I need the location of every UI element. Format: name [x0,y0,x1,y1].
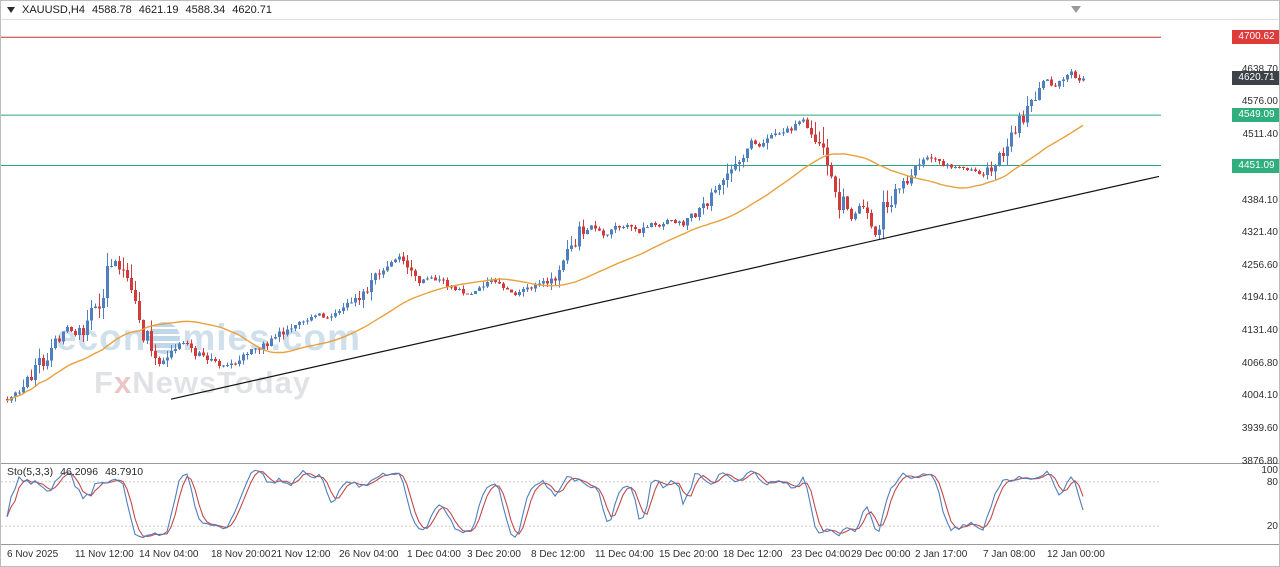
chart-shift-marker[interactable] [1071,6,1081,13]
header-separator [1,19,1279,20]
time-tick: 23 Dec 04:00 [791,549,851,560]
time-tick: 18 Dec 12:00 [723,549,783,560]
level-badge-support: 4451.09 [1232,158,1279,173]
stochastic-header: Sto(5,3,3) 46.2096 48.7910 [7,466,143,478]
time-tick: 11 Dec 04:00 [595,549,654,560]
price-tick: 4004.10 [1241,390,1278,401]
bar-close-value: 4620.71 [232,4,273,16]
time-tick: 29 Dec 00:00 [851,549,911,560]
time-tick: 2 Jan 17:00 [915,549,968,560]
chart-header: XAUUSD,H4 4588.78 4621.19 4588.34 4620.7… [7,4,272,16]
main-price-chart[interactable] [1,1,1161,463]
bar-high-value: 4621.19 [138,4,179,16]
stochastic-label: Sto(5,3,3) [7,466,54,478]
price-tick: 4321.40 [1241,226,1278,238]
trendline[interactable] [170,175,1160,400]
price-tick: 3876.80 [1241,455,1278,467]
price-tick: 3939.60 [1241,423,1278,435]
time-tick: 7 Jan 08:00 [983,549,1036,560]
price-tick: 4638.70 [1241,63,1278,75]
time-tick: 21 Nov 12:00 [271,549,331,560]
time-tick: 18 Nov 20:00 [211,549,271,560]
stoch-tick: 80 [1266,476,1278,488]
bar-low-value: 4588.34 [185,4,226,16]
price-tick: 4256.60 [1241,260,1278,272]
symbol-dropdown-icon[interactable] [7,7,15,13]
stoch-tick: 20 [1266,521,1278,533]
price-tick: 4066.80 [1241,357,1278,369]
candles-layer [6,69,1085,403]
time-axis-separator [1,544,1279,545]
time-tick: 3 Dec 20:00 [467,549,521,560]
time-tick: 14 Nov 04:00 [139,549,199,560]
level-badge-support: 4549.09 [1232,108,1279,123]
time-tick: 8 Dec 12:00 [531,549,585,560]
bar-open-value: 4588.78 [91,4,132,16]
time-tick: 11 Nov 12:00 [75,549,134,560]
time-tick: 1 Dec 04:00 [407,549,461,560]
stochastic-d-value: 48.7910 [105,466,144,478]
stoch-k-line [6,469,1084,539]
price-tick: 4384.10 [1241,194,1278,206]
panel-separator[interactable] [1,463,1279,464]
price-tick: 4576.00 [1241,95,1278,107]
price-tick: 4131.40 [1241,324,1278,336]
stochastic-chart[interactable] [1,464,1161,544]
time-tick: 12 Jan 00:00 [1047,549,1105,560]
time-axis[interactable]: 6 Nov 2025 11 Nov 12:00 14 Nov 04:00 18 Nov… [1,545,1279,566]
symbol-timeframe-label: XAUUSD,H4 [22,4,85,16]
level-badge-resistance: 4700.62 [1232,30,1279,45]
stochastic-k-value: 46.2096 [60,466,99,478]
moving-average-line[interactable] [6,124,1084,402]
stoch-tick: 100 [1261,464,1278,476]
price-axis[interactable]: 4638.70 4576.00 4511.40 4384.10 4321.40 4256.… [1161,1,1279,544]
price-tick: 4194.10 [1241,292,1278,304]
current-price-badge: 4620.71 [1232,71,1279,86]
time-tick: 6 Nov 2025 [7,549,59,560]
price-tick: 4511.40 [1242,129,1278,140]
time-tick: 15 Dec 20:00 [659,549,719,560]
time-tick: 26 Nov 04:00 [339,549,399,560]
